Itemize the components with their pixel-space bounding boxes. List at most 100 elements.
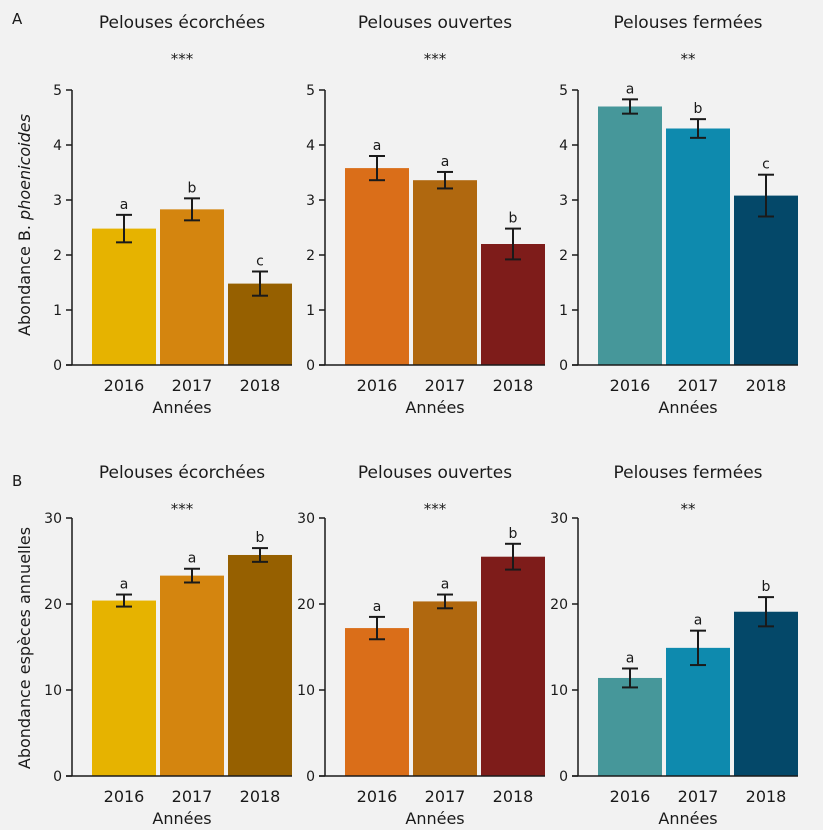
- x-tick-label: 2017: [425, 376, 466, 395]
- y-tick-label: 1: [306, 303, 315, 319]
- y-tick-label: 5: [306, 83, 315, 99]
- chart-panel-2: Pelouses ouvertes *** 0 1 2 3 4 5 a a b 2016 2017 201…: [306, 13, 545, 417]
- y-tick-label: 4: [559, 138, 568, 154]
- chart-panel-3: Pelouses fermées ** 0 1 2 3 4 5 a b c 2016 2017 2018 A…: [559, 13, 798, 417]
- group-letter: a: [441, 154, 450, 170]
- group-letter: a: [626, 81, 635, 97]
- significance-label: ***: [171, 50, 194, 68]
- x-tick-label: 2017: [172, 376, 213, 395]
- group-letter: b: [509, 211, 518, 227]
- panel-letter-b: B: [12, 472, 22, 490]
- bar-2018: [481, 556, 545, 776]
- group-letter: a: [373, 599, 382, 615]
- y-tick-label: 5: [559, 83, 568, 99]
- y-axis-label-row-a: Abondance B. phoenicoides: [15, 114, 34, 336]
- y-tick-label: 30: [297, 511, 315, 527]
- chart-title: Pelouses ouvertes: [358, 13, 512, 33]
- bar-2018: [228, 283, 292, 365]
- x-axis-label: Années: [405, 809, 464, 828]
- chart-title: Pelouses ouvertes: [358, 463, 512, 483]
- group-letter: b: [509, 526, 518, 542]
- x-tick-label: 2016: [610, 787, 651, 806]
- bar-2016: [92, 228, 156, 365]
- group-letter: c: [256, 254, 264, 270]
- y-tick-label: 30: [44, 511, 62, 527]
- bar-2017: [160, 575, 224, 776]
- y-tick-label: 3: [53, 193, 62, 209]
- bar-2018: [481, 244, 545, 365]
- chart-title: Pelouses écorchées: [99, 463, 265, 483]
- y-tick-label: 2: [306, 248, 315, 264]
- x-axis-label: Années: [658, 809, 717, 828]
- y-tick-label: 0: [53, 358, 62, 374]
- y-tick-label: 10: [297, 683, 315, 699]
- panel-letter-a: A: [12, 10, 23, 28]
- significance-label: **: [681, 500, 697, 518]
- y-tick-label: 30: [550, 511, 568, 527]
- y-axis-label-row-b: Abondance espèces annuelles: [15, 527, 34, 769]
- y-tick-label: 0: [53, 769, 62, 785]
- x-tick-label: 2016: [357, 787, 398, 806]
- x-tick-label: 2017: [425, 787, 466, 806]
- x-axis-label: Années: [152, 398, 211, 417]
- bar-2018: [734, 195, 798, 365]
- x-tick-label: 2018: [746, 376, 787, 395]
- y-tick-label: 0: [559, 358, 568, 374]
- bar-2016: [598, 677, 662, 776]
- y-tick-label: 20: [44, 597, 62, 613]
- bar-2016: [345, 628, 409, 776]
- x-axis-label: Années: [405, 398, 464, 417]
- x-tick-label: 2018: [240, 376, 281, 395]
- x-tick-label: 2017: [678, 376, 719, 395]
- x-axis-label: Années: [152, 809, 211, 828]
- bar-2017: [666, 647, 730, 776]
- bar-2017: [160, 209, 224, 365]
- y-tick-label: 10: [44, 683, 62, 699]
- y-tick-label: 10: [550, 683, 568, 699]
- y-tick-label: 4: [53, 138, 62, 154]
- y-tick-label: 20: [297, 597, 315, 613]
- y-tick-label: 1: [53, 303, 62, 319]
- group-letter: a: [626, 651, 635, 667]
- y-axis-label-row-a-plain: Abondance B.: [15, 220, 34, 336]
- chart-panel-1: Pelouses écorchées *** 0 1 2 3 4 5 a b c 2016 2017 20…: [53, 13, 292, 417]
- y-axis-label-row-b-plain: Abondance espèces annuelles: [15, 527, 34, 769]
- group-letter: a: [694, 613, 703, 629]
- x-tick-label: 2016: [610, 376, 651, 395]
- chart-panel-5: Pelouses ouvertes *** 0 10 20 30 a a b 2016 2017 20…: [297, 463, 545, 828]
- group-letter: c: [762, 157, 770, 173]
- significance-label: ***: [171, 500, 194, 518]
- x-tick-label: 2018: [493, 376, 534, 395]
- group-letter: a: [120, 197, 129, 213]
- significance-label: ***: [424, 500, 447, 518]
- chart-title: Pelouses fermées: [613, 13, 762, 33]
- group-letter: b: [762, 579, 771, 595]
- bar-2016: [345, 168, 409, 365]
- x-tick-label: 2018: [240, 787, 281, 806]
- bar-2017: [413, 601, 477, 776]
- chart-panel-6: Pelouses fermées ** 0 10 20 30 a a b 2016 2017 2018…: [550, 463, 798, 828]
- y-tick-label: 2: [559, 248, 568, 264]
- chart-title: Pelouses écorchées: [99, 13, 265, 33]
- y-tick-label: 0: [306, 769, 315, 785]
- bar-2017: [666, 128, 730, 365]
- chart-title: Pelouses fermées: [613, 463, 762, 483]
- group-letter: a: [188, 551, 197, 567]
- group-letter: b: [256, 530, 265, 546]
- significance-label: **: [681, 50, 697, 68]
- group-letter: a: [120, 577, 129, 593]
- y-tick-label: 3: [559, 193, 568, 209]
- x-tick-label: 2018: [493, 787, 534, 806]
- x-tick-label: 2016: [357, 376, 398, 395]
- x-tick-label: 2016: [104, 787, 145, 806]
- x-tick-label: 2017: [678, 787, 719, 806]
- group-letter: a: [441, 577, 450, 593]
- bar-2016: [598, 106, 662, 365]
- x-axis-label: Années: [658, 398, 717, 417]
- significance-label: ***: [424, 50, 447, 68]
- bar-2017: [413, 180, 477, 365]
- y-tick-label: 2: [53, 248, 62, 264]
- x-tick-label: 2016: [104, 376, 145, 395]
